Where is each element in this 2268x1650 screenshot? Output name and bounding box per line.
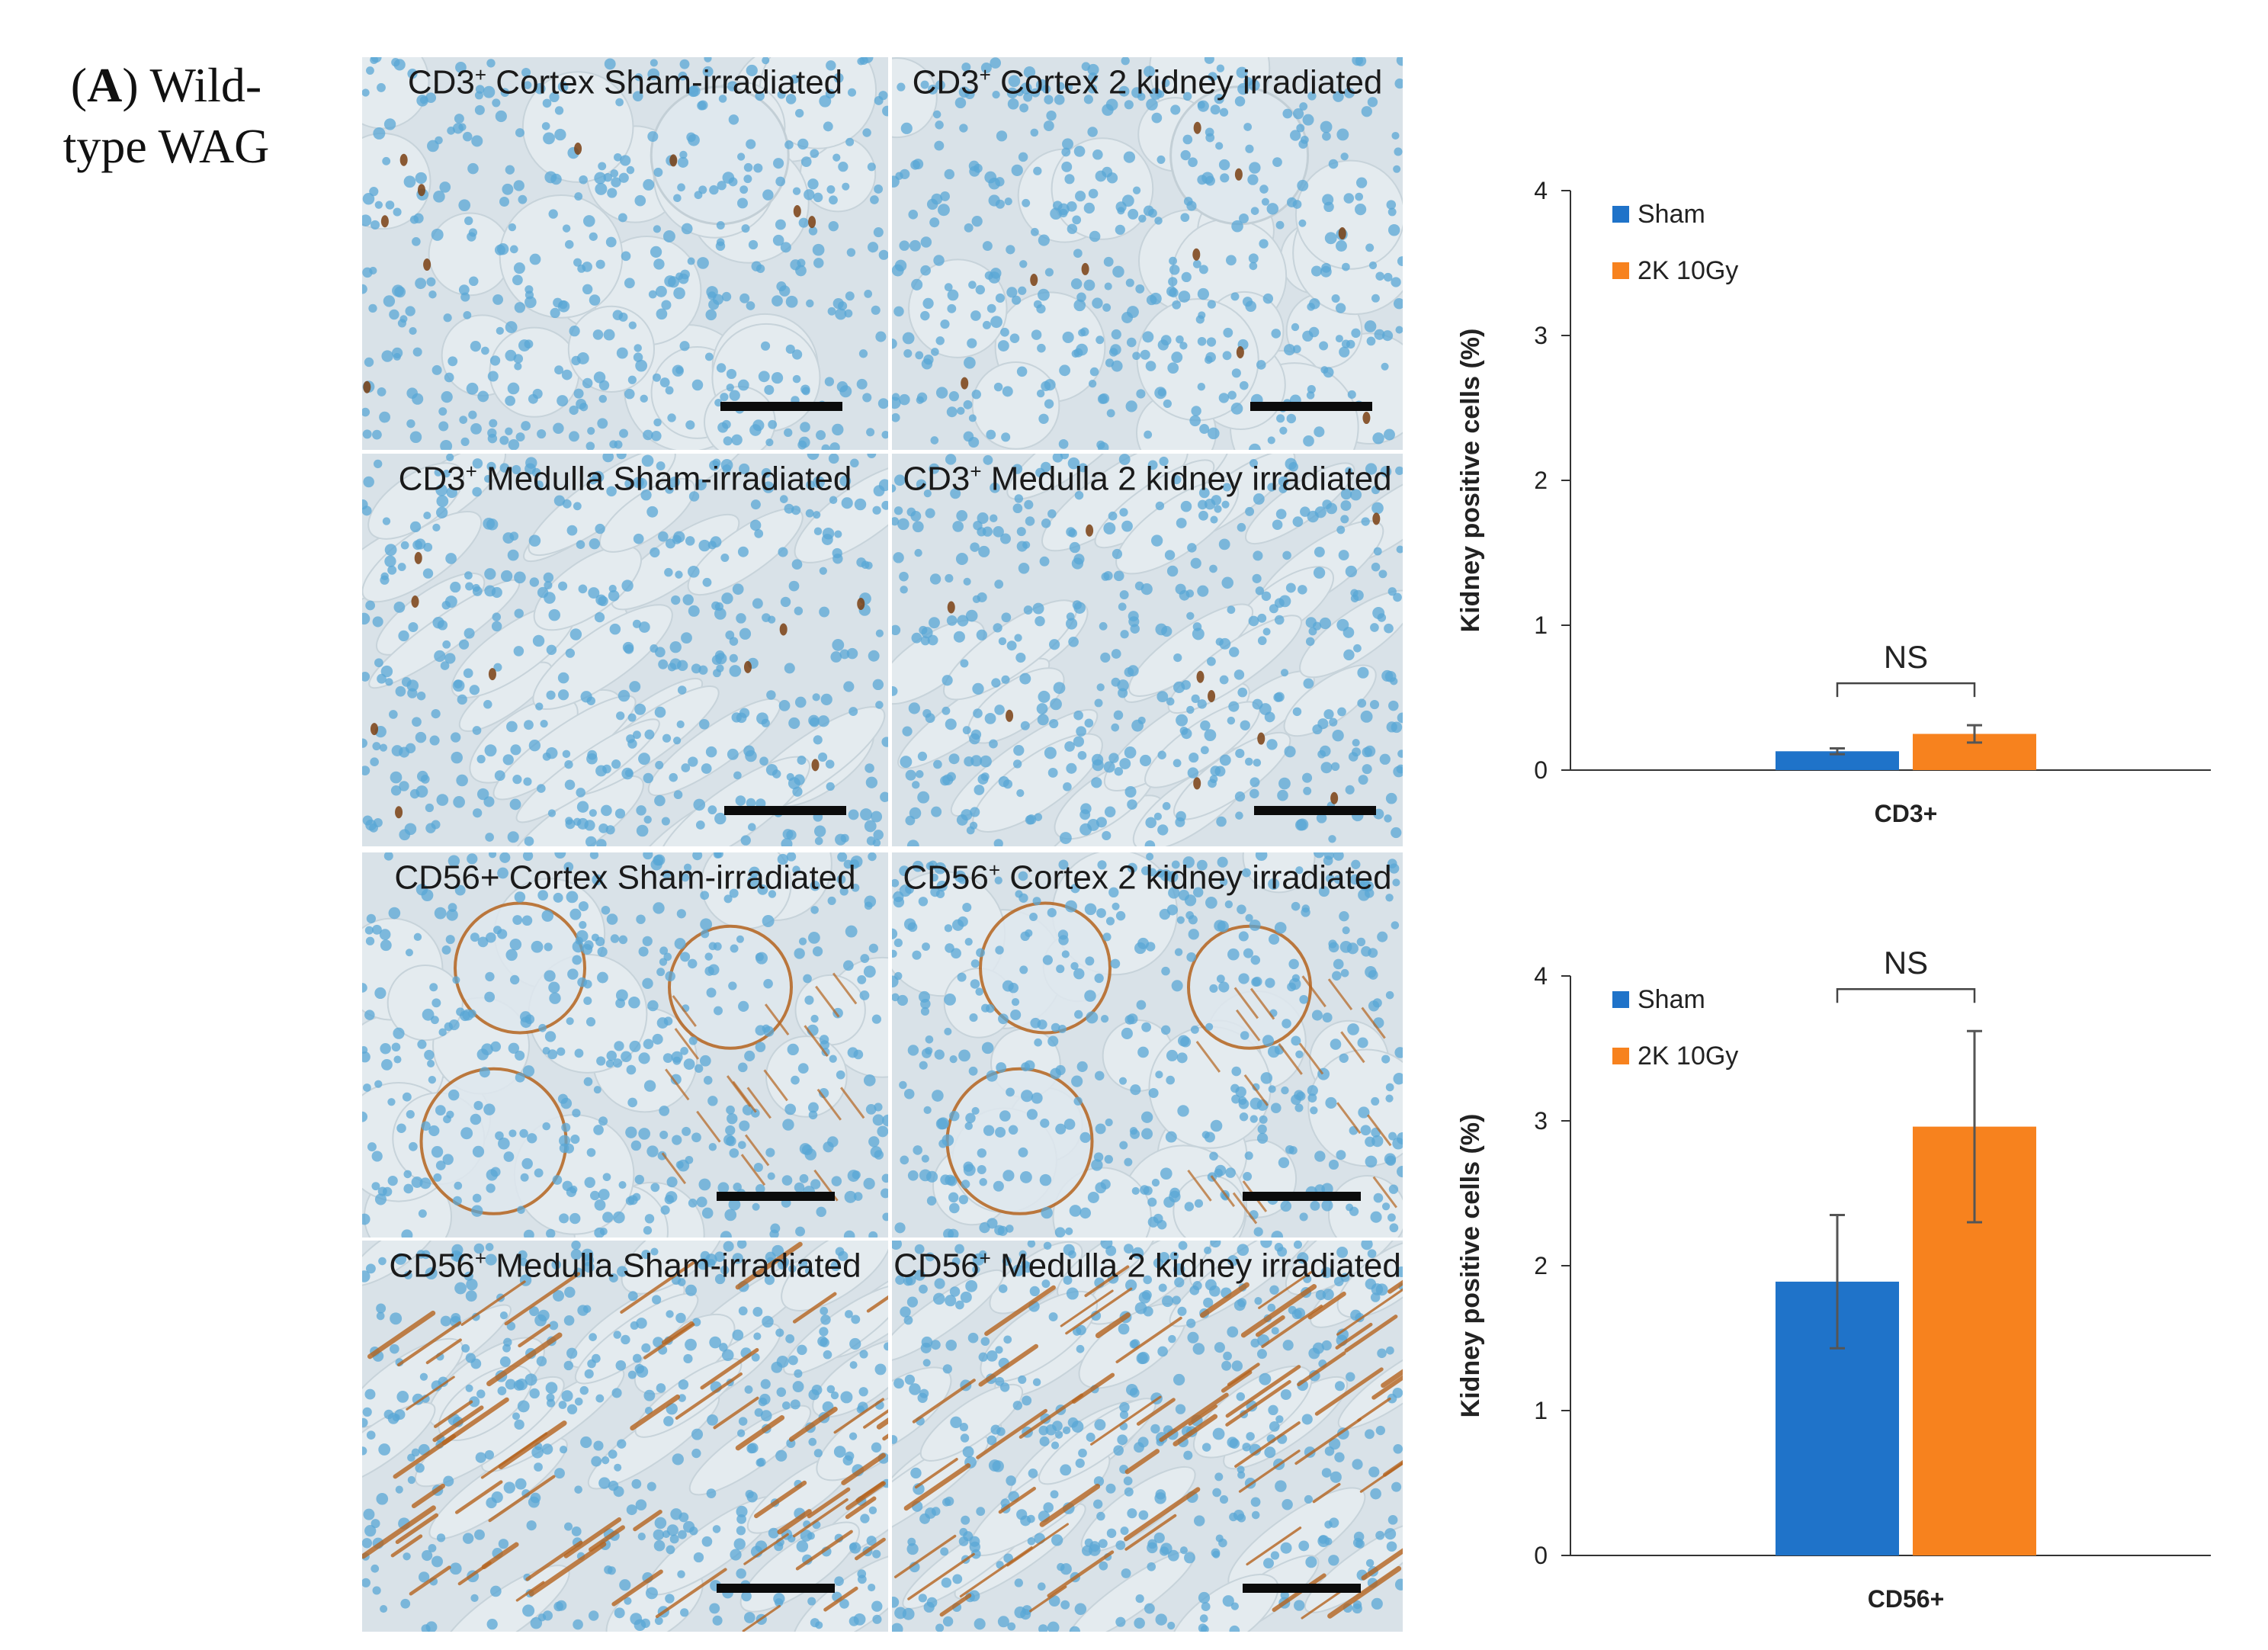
scale-bar (1243, 1192, 1361, 1201)
micrograph-2: CD3+ Cortex 2 kidney irradiated (892, 57, 1403, 450)
chart-svg: Kidney positive cells (%) 0 1 2 3 4 NS CD56+ Sha… (1456, 945, 2211, 1613)
legend-swatch (1612, 1048, 1629, 1064)
caption-stain: CD56 (903, 859, 989, 897)
micrograph-4: CD3+ Medulla 2 kidney irradiated (892, 454, 1403, 846)
cd3-bar-chart: Kidney positive cells (%) 0 1 2 3 4 NS CD3+ Sham… (1433, 152, 2241, 839)
y-tick-label: 2 (1534, 1252, 1548, 1279)
tissue-image (892, 852, 1403, 1238)
x-category-label: CD56+ (1868, 1585, 1945, 1613)
scale-bar (720, 402, 842, 411)
significance-bracket (1836, 987, 1976, 1003)
y-tick-label: 4 (1534, 177, 1548, 204)
caption-stain: CD56+ (394, 859, 500, 897)
micrograph-3: CD3+ Medulla Sham-irradiated (362, 454, 888, 846)
y-tick-label: 0 (1534, 1542, 1548, 1569)
scale-bar (1254, 806, 1376, 815)
legend-swatch (1612, 262, 1629, 279)
y-tick-label: 3 (1534, 322, 1548, 349)
tissue-image (892, 1241, 1403, 1632)
scale-bar (717, 1584, 835, 1593)
caption-superscript: + (465, 460, 477, 483)
panel-label: (A) Wild- type WAG (63, 58, 270, 173)
caption-superscript: + (474, 63, 487, 86)
caption-region: Cortex 2 kidney irradiated (1000, 859, 1392, 897)
y-axis-title: Kidney positive cells (%) (1456, 1114, 1485, 1418)
caption-superscript: + (979, 63, 991, 86)
tissue-image (362, 852, 888, 1238)
legend-label: Sham (1638, 985, 1705, 1014)
tissue-image (892, 454, 1403, 846)
legend-label: Sham (1638, 200, 1705, 229)
micrograph-7: CD56+ Medulla Sham-irradiated (362, 1241, 888, 1632)
micrograph-8: CD56+ Medulla 2 kidney irradiated (892, 1241, 1403, 1632)
caption-stain: CD3 (912, 63, 980, 101)
micrograph-caption: CD56+ Medulla 2 kidney irradiated (892, 1247, 1403, 1286)
caption-stain: CD3 (903, 460, 970, 498)
tissue-image (362, 1241, 888, 1632)
legend-label: 2K 10Gy (1638, 1042, 1738, 1071)
micrograph-caption: CD3+ Cortex Sham-irradiated (362, 63, 888, 102)
significance-label: NS (1884, 945, 1928, 981)
caption-superscript: + (988, 859, 1001, 881)
caption-region: Medulla Sham-irradiated (486, 1247, 861, 1285)
micrograph-caption: CD56+ Medulla Sham-irradiated (362, 1247, 888, 1286)
legend-swatch (1612, 206, 1629, 223)
caption-stain: CD56 (893, 1247, 980, 1285)
caption-superscript: + (979, 1247, 991, 1270)
scale-bar (724, 806, 846, 815)
caption-region: Medulla Sham-irradiated (476, 460, 852, 498)
panel-letter: A (87, 58, 123, 112)
caption-superscript: + (970, 460, 982, 483)
scale-bar (717, 1192, 835, 1201)
y-tick-label: 2 (1534, 467, 1548, 494)
micrograph-caption: CD3+ Medulla 2 kidney irradiated (892, 460, 1403, 499)
tissue-image (892, 57, 1403, 450)
micrograph-1: CD3+ Cortex Sham-irradiated (362, 57, 888, 450)
micrograph-caption: CD56+ Cortex 2 kidney irradiated (892, 859, 1403, 897)
significance-label: NS (1884, 639, 1928, 675)
scale-bar (1243, 1584, 1361, 1593)
legend-swatch (1612, 991, 1629, 1008)
y-tick-label: 1 (1534, 1397, 1548, 1424)
y-tick-label: 0 (1534, 756, 1548, 784)
scale-bar (1250, 402, 1372, 411)
tissue-image (362, 454, 888, 846)
y-tick-label: 3 (1534, 1107, 1548, 1135)
caption-stain: CD3 (398, 460, 466, 498)
caption-region: Cortex 2 kidney irradiated (990, 63, 1383, 101)
chart-svg: Kidney positive cells (%) 0 1 2 3 4 NS CD3+ Sham… (1456, 177, 2211, 827)
panel-subtitle: type WAG (63, 119, 270, 173)
micrograph-caption: CD3+ Medulla Sham-irradiated (362, 460, 888, 499)
y-tick-label: 4 (1534, 962, 1548, 990)
caption-stain: CD3 (407, 63, 475, 101)
micrograph-6: CD56+ Cortex 2 kidney irradiated (892, 852, 1403, 1238)
caption-region: Cortex Sham-irradiated (486, 63, 843, 101)
caption-region: Medulla 2 kidney irradiated (981, 460, 1392, 498)
micrograph-caption: CD3+ Cortex 2 kidney irradiated (892, 63, 1403, 102)
caption-stain: CD56 (389, 1247, 475, 1285)
micrograph-caption: CD56+ Cortex Sham-irradiated (362, 859, 888, 897)
y-tick-label: 1 (1534, 612, 1548, 639)
caption-region: Medulla 2 kidney irradiated (990, 1247, 1401, 1285)
x-category-label: CD3+ (1875, 800, 1938, 827)
tissue-image (362, 57, 888, 450)
caption-superscript: + (474, 1247, 487, 1270)
legend-label: 2K 10Gy (1638, 256, 1738, 285)
y-axis-title: Kidney positive cells (%) (1456, 329, 1485, 633)
cd56-bar-chart: Kidney positive cells (%) 0 1 2 3 4 NS CD56+ Sha… (1433, 938, 2241, 1624)
significance-bracket (1836, 682, 1976, 698)
micrograph-5: CD56+ Cortex Sham-irradiated (362, 852, 888, 1238)
caption-region: Cortex Sham-irradiated (499, 859, 856, 897)
